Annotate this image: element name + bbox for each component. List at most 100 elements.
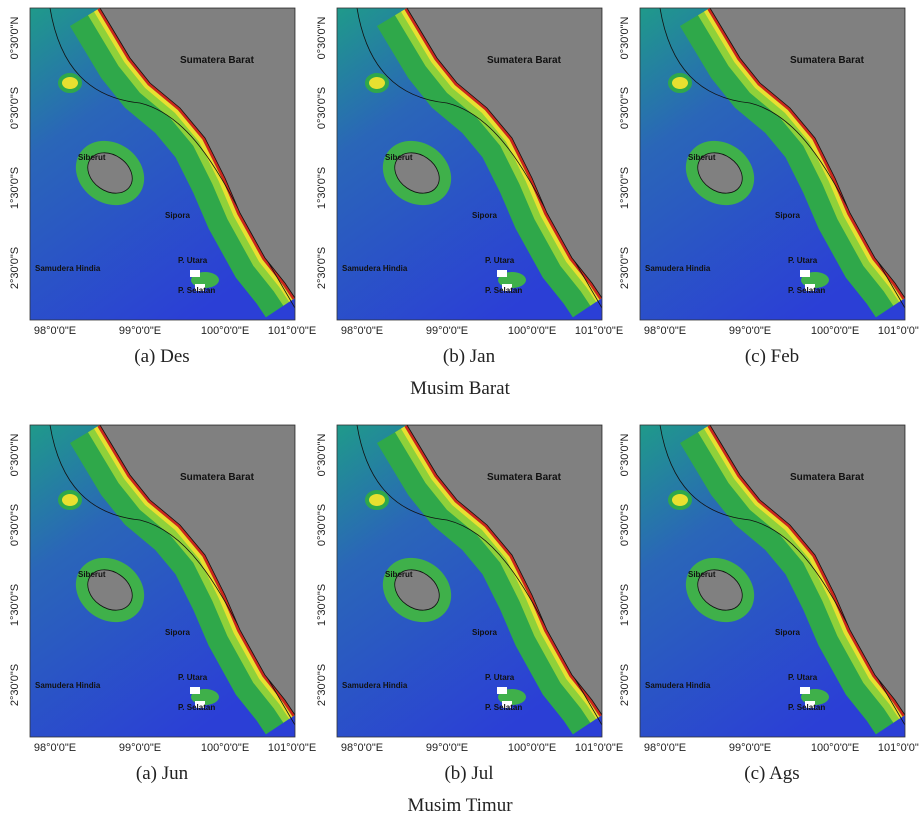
map bbox=[30, 425, 295, 737]
hotspot bbox=[365, 73, 389, 93]
map-label: Samudera Hindia bbox=[35, 681, 101, 690]
land bbox=[99, 8, 295, 299]
island-small bbox=[502, 284, 512, 291]
map-label: P. Utara bbox=[178, 673, 208, 682]
y-tick-label: 1°30'0"S bbox=[9, 167, 21, 209]
map-label: Samudera Hindia bbox=[342, 264, 408, 273]
island bbox=[87, 152, 133, 194]
x-tick-label: 100°0'0"E bbox=[508, 742, 556, 754]
y-tick-label: 0°30'0"S bbox=[316, 504, 328, 546]
map-label: Siberut bbox=[78, 153, 106, 162]
map-panel: Sumatera Barat Siberut Sipora Samudera Hind… bbox=[9, 7, 316, 367]
island-small bbox=[497, 687, 507, 694]
map bbox=[640, 425, 905, 737]
y-tick-label: 1°30'0"S bbox=[619, 584, 631, 626]
map-label: Samudera Hindia bbox=[645, 681, 711, 690]
island-small bbox=[190, 687, 200, 694]
land bbox=[406, 425, 602, 716]
map-panel: Sumatera Barat Siberut Sipora Samudera Hind… bbox=[619, 7, 919, 367]
map-label: Sumatera Barat bbox=[487, 472, 562, 483]
x-tick-label: 100°0'0"E bbox=[201, 742, 249, 754]
island bbox=[394, 152, 440, 194]
island bbox=[87, 569, 133, 611]
map-label: P. Selatan bbox=[178, 703, 215, 712]
x-tick-label: 98°0'0"E bbox=[34, 325, 76, 337]
map-label: Sipora bbox=[472, 628, 497, 637]
y-tick-label: 2°30'0"S bbox=[9, 247, 21, 289]
group-title: Musim Timur bbox=[407, 795, 513, 816]
island-small bbox=[805, 284, 815, 291]
island-small bbox=[497, 270, 507, 277]
x-tick-label: 101°0'0"E bbox=[268, 325, 316, 337]
y-tick-label: 2°30'0"S bbox=[316, 247, 328, 289]
island bbox=[697, 569, 743, 611]
map-label: Sumatera Barat bbox=[487, 55, 562, 66]
map bbox=[337, 8, 602, 320]
y-tick-label: 2°30'0"S bbox=[316, 664, 328, 706]
map-label: P. Selatan bbox=[788, 703, 825, 712]
map-label: P. Selatan bbox=[178, 286, 215, 295]
y-tick-label: 2°30'0"S bbox=[9, 664, 21, 706]
map-panel: Sumatera Barat Siberut Sipora Samudera Hind… bbox=[316, 7, 623, 367]
y-tick-label: 2°30'0"S bbox=[619, 664, 631, 706]
x-tick-label: 98°0'0"E bbox=[644, 742, 686, 754]
map-frame bbox=[639, 7, 906, 321]
island-small bbox=[502, 701, 512, 708]
hotspot bbox=[668, 490, 692, 510]
x-tick-label: 99°0'0"E bbox=[729, 742, 771, 754]
x-tick-label: 100°0'0"E bbox=[201, 325, 249, 337]
map-label: P. Selatan bbox=[485, 286, 522, 295]
y-tick-label: 1°30'0"S bbox=[316, 167, 328, 209]
island-small bbox=[190, 270, 200, 277]
panel-caption: (b) Jul bbox=[444, 763, 493, 784]
map-label: P. Utara bbox=[178, 256, 208, 265]
y-tick-label: 0°30'0"N bbox=[9, 17, 21, 60]
map bbox=[337, 425, 602, 737]
land bbox=[406, 8, 602, 299]
map-label: Sipora bbox=[472, 211, 497, 220]
map bbox=[30, 8, 295, 320]
y-tick-label: 0°30'0"S bbox=[9, 504, 21, 546]
map-label: Sumatera Barat bbox=[790, 55, 865, 66]
island-small bbox=[800, 270, 810, 277]
panel-caption: (a) Jun bbox=[136, 763, 189, 784]
panel-caption: (c) Feb bbox=[745, 346, 799, 367]
map-label: P. Utara bbox=[485, 256, 515, 265]
map-label: Siberut bbox=[688, 153, 716, 162]
x-tick-label: 99°0'0"E bbox=[729, 325, 771, 337]
y-tick-label: 0°30'0"S bbox=[9, 87, 21, 129]
hotspot bbox=[365, 490, 389, 510]
map-frame bbox=[336, 7, 603, 321]
map-label: Samudera Hindia bbox=[35, 264, 101, 273]
y-tick-label: 0°30'0"N bbox=[316, 17, 328, 60]
island bbox=[697, 152, 743, 194]
x-tick-label: 99°0'0"E bbox=[119, 742, 161, 754]
map-label: Sipora bbox=[165, 211, 190, 220]
x-tick-label: 99°0'0"E bbox=[426, 742, 468, 754]
map-label: Sumatera Barat bbox=[790, 472, 865, 483]
island-small bbox=[800, 687, 810, 694]
x-tick-label: 98°0'0"E bbox=[341, 742, 383, 754]
island-small bbox=[805, 701, 815, 708]
hotspot bbox=[668, 73, 692, 93]
map-label: Sipora bbox=[775, 211, 800, 220]
x-tick-label: 99°0'0"E bbox=[119, 325, 161, 337]
x-tick-label: 100°0'0"E bbox=[811, 325, 859, 337]
island bbox=[394, 569, 440, 611]
x-tick-label: 99°0'0"E bbox=[426, 325, 468, 337]
land bbox=[99, 425, 295, 716]
x-tick-label: 101°0'0"E bbox=[268, 742, 316, 754]
y-tick-label: 0°30'0"N bbox=[619, 434, 631, 477]
map-label: Siberut bbox=[385, 153, 413, 162]
x-tick-label: 101°0'0"E bbox=[575, 742, 623, 754]
map-label: Sipora bbox=[165, 628, 190, 637]
panel-caption: (c) Ags bbox=[744, 763, 799, 784]
x-tick-label: 98°0'0"E bbox=[644, 325, 686, 337]
map-label: Siberut bbox=[688, 570, 716, 579]
x-tick-label: 101°0'0"E bbox=[575, 325, 623, 337]
hotspot bbox=[58, 73, 82, 93]
y-tick-label: 0°30'0"N bbox=[9, 434, 21, 477]
y-tick-label: 0°30'0"N bbox=[316, 434, 328, 477]
map-frame bbox=[29, 424, 296, 738]
